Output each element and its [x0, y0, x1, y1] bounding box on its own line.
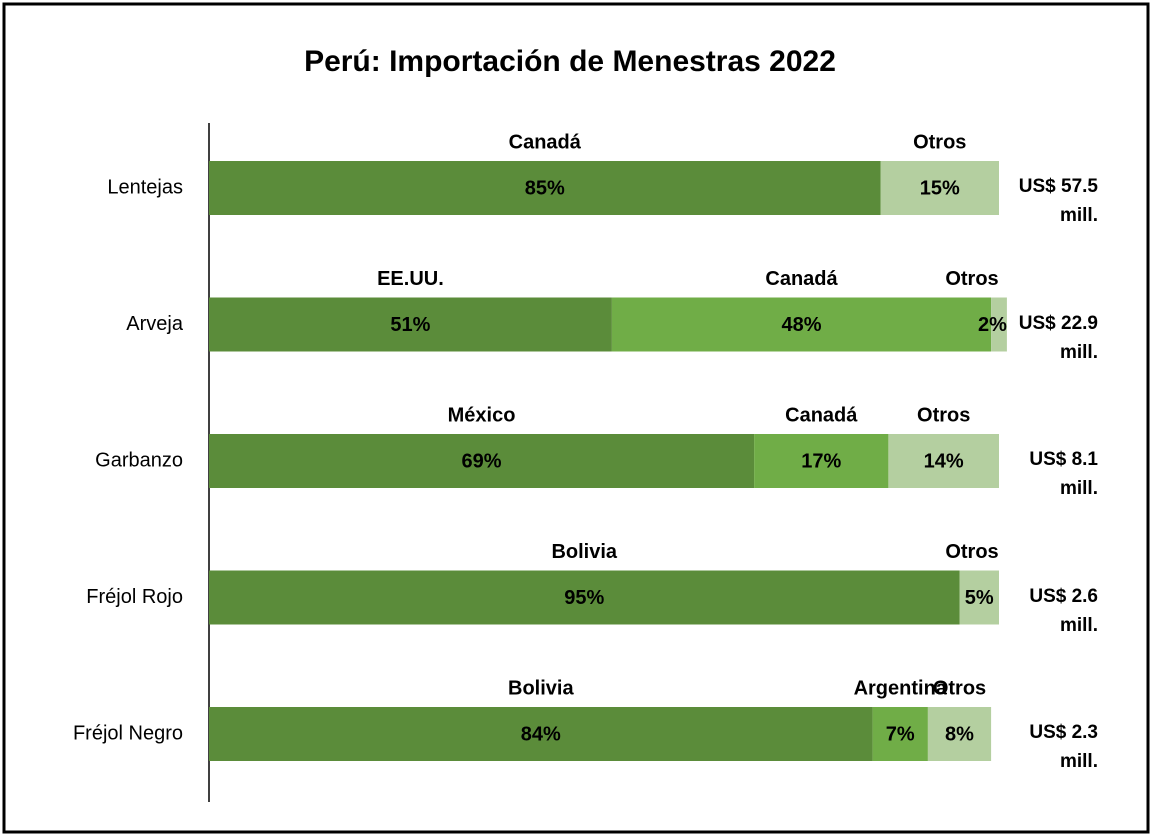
value-label: 51%: [390, 314, 430, 336]
segment-name: Bolivia: [508, 677, 574, 699]
value-label: 8%: [945, 723, 974, 745]
value-label: 17%: [801, 450, 841, 472]
total-label: US$ 22.9 mill.: [1018, 312, 1098, 363]
value-label: 5%: [965, 587, 994, 609]
bar-segment: [872, 707, 928, 761]
y-tick-label: Fréjol Rojo: [86, 586, 183, 608]
bar-segment: [209, 297, 612, 352]
y-tick-label: Fréjol Negro: [73, 722, 183, 744]
bar-segment: [959, 570, 999, 625]
segment-name: México: [448, 404, 516, 426]
segment-name: Canadá: [509, 131, 582, 153]
total-label: US$ 2.3 mill.: [1029, 722, 1098, 772]
bar-segment: [880, 161, 999, 215]
segment-name: Otros: [913, 131, 966, 153]
bar-segment: [209, 707, 873, 761]
chart-title: Perú: Importación de Menestras 2022: [304, 45, 836, 78]
value-label: 2%: [978, 314, 1007, 336]
value-label: 69%: [462, 450, 502, 472]
segment-name: Canadá: [785, 404, 858, 426]
segment-name: Canadá: [765, 268, 838, 290]
segment-name: EE.UU.: [377, 268, 444, 290]
y-tick-label: Arveja: [126, 313, 184, 335]
bar-segment: [991, 297, 1007, 352]
value-label: 15%: [920, 177, 960, 199]
bar-segment: [209, 434, 755, 488]
value-label: 48%: [781, 314, 821, 336]
total-label: US$ 2.6 mill.: [1029, 585, 1098, 636]
segment-name: Otros: [945, 541, 998, 563]
segment-name: Argentina: [854, 677, 948, 699]
value-label: 7%: [886, 723, 915, 745]
y-tick-label: Lentejas: [107, 176, 183, 198]
segment-name: Otros: [917, 404, 970, 426]
bar-segment: [209, 161, 881, 215]
value-label: 84%: [521, 723, 561, 745]
segment-name: Otros: [945, 268, 998, 290]
segment-name: Bolivia: [551, 541, 617, 563]
bar-segment: [927, 707, 992, 761]
y-tick-label: Garbanzo: [95, 449, 183, 471]
total-label: US$ 8.1 mill.: [1029, 449, 1098, 499]
bar-segment: [611, 297, 992, 352]
bar-segment: [209, 570, 960, 625]
value-label: 95%: [564, 587, 604, 609]
bar-segment: [754, 434, 889, 488]
segment-name: Otros: [933, 677, 986, 699]
bar-segment: [888, 434, 999, 488]
value-label: 85%: [525, 177, 565, 199]
value-label: 14%: [924, 450, 964, 472]
total-label: US$ 57.5 mill.: [1018, 176, 1098, 226]
